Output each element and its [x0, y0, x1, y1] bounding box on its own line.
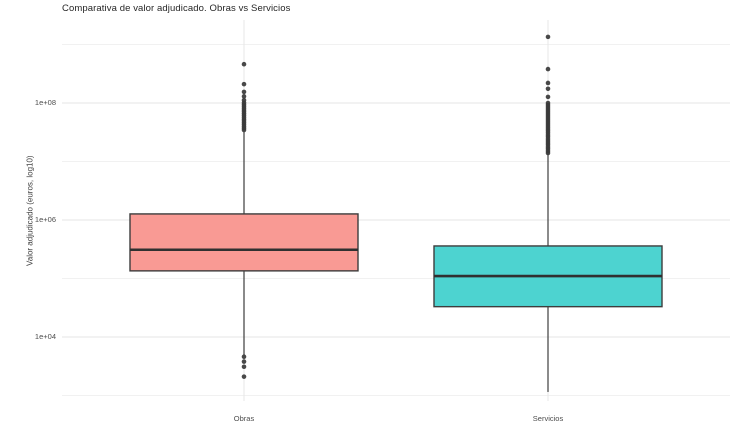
outlier-dot — [545, 94, 551, 100]
outlier-dot — [545, 66, 551, 72]
outlier-dot — [545, 80, 551, 86]
y-tick-label: 1e+04 — [34, 332, 56, 341]
outlier-dot — [545, 34, 551, 40]
outlier-dot — [241, 81, 247, 87]
outlier-dot — [241, 354, 247, 360]
outlier-dot — [241, 364, 247, 370]
outlier-dot — [545, 86, 551, 92]
box-obras — [129, 213, 359, 272]
outlier-dot — [241, 374, 247, 379]
outlier-dot — [241, 61, 247, 67]
outlier-dot — [241, 127, 247, 133]
outlier-dot — [241, 359, 247, 364]
chart-title: Comparativa de valor adjudicado. Obras v… — [62, 3, 291, 14]
x-tick-label: Obras — [233, 414, 255, 423]
outlier-dot — [241, 94, 247, 99]
y-tick-label: 1e+06 — [34, 215, 56, 224]
y-tick-label: 1e+08 — [34, 98, 56, 107]
x-tick-label: Servicios — [532, 414, 564, 423]
outlier-dot — [241, 89, 247, 95]
outlier-dot — [545, 150, 551, 156]
